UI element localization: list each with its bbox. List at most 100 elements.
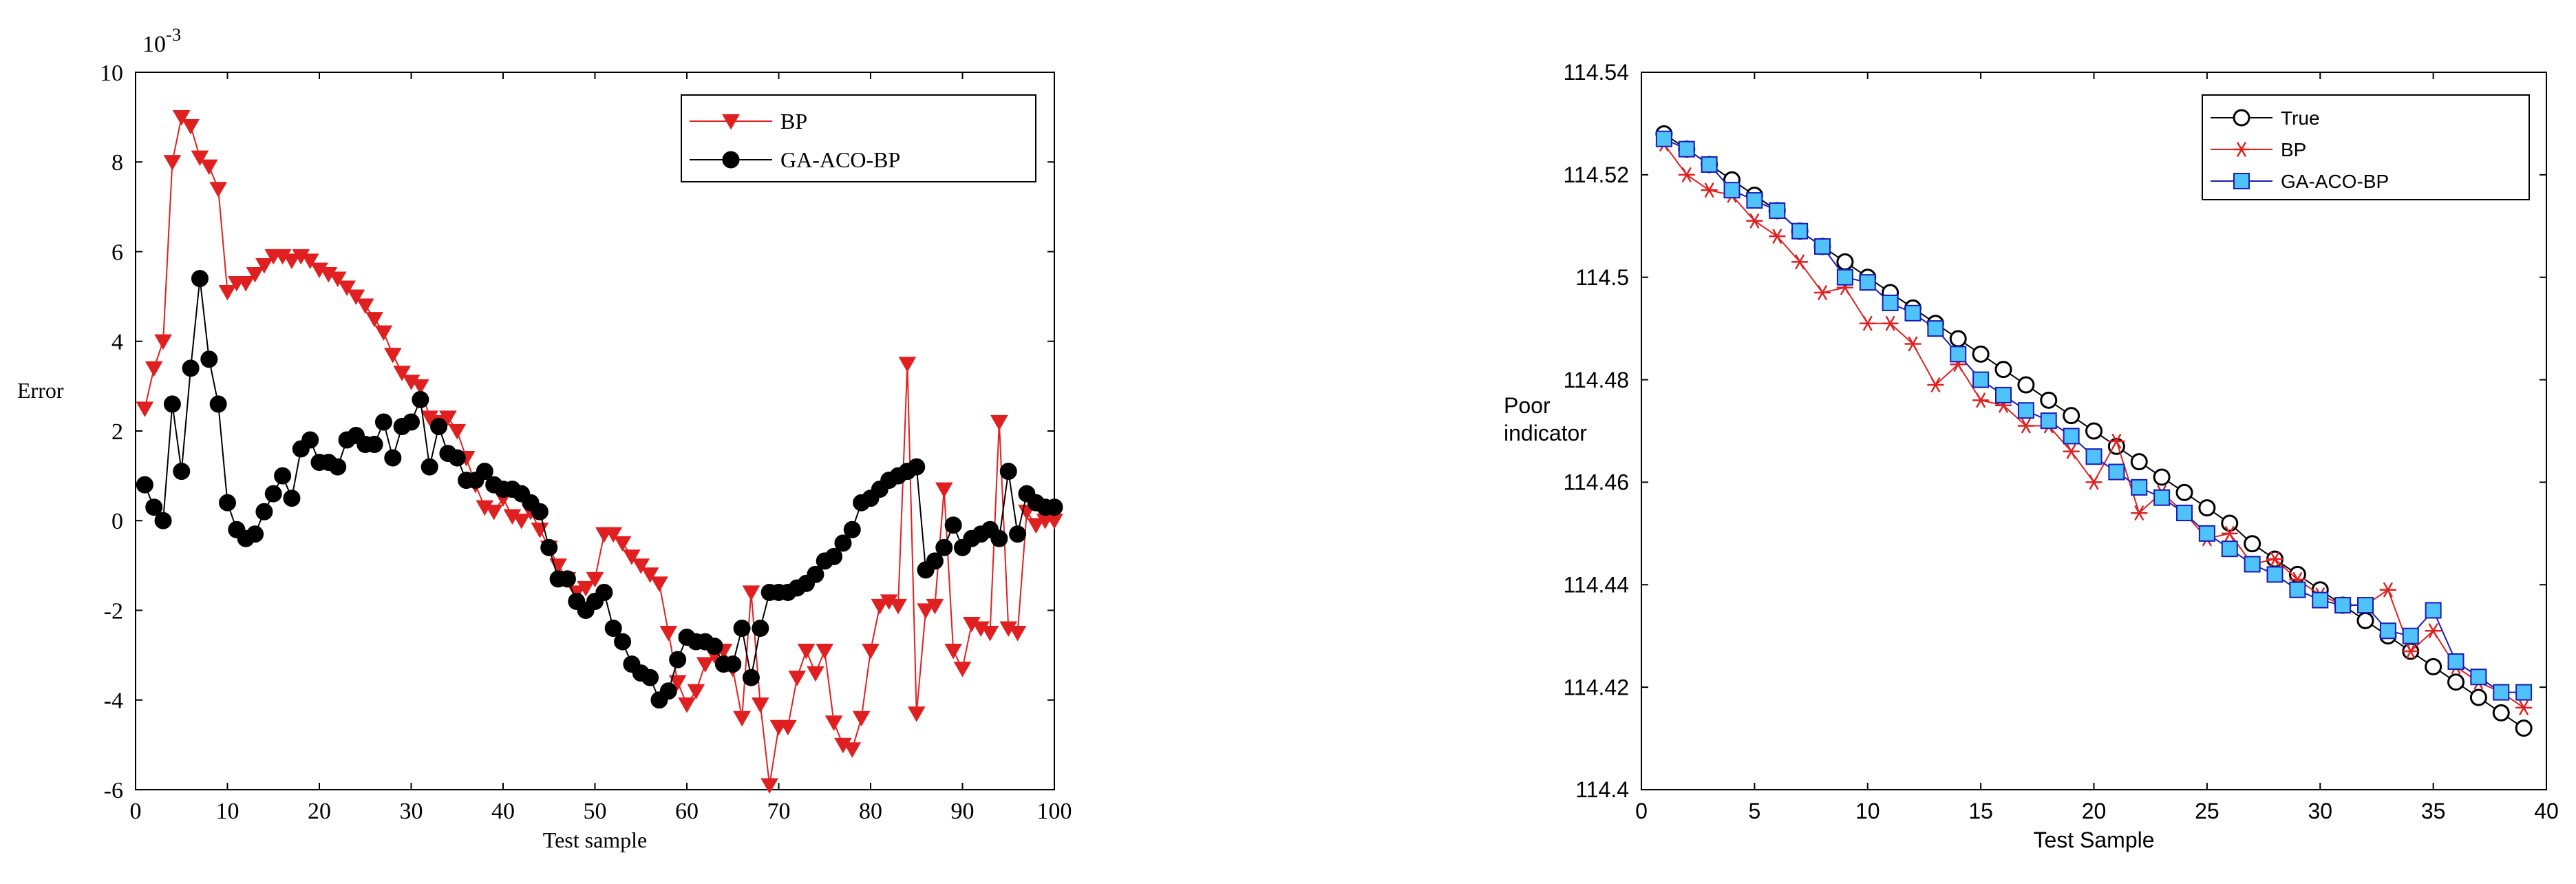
data-point: [917, 603, 935, 619]
data-point: [2469, 688, 2487, 706]
legend-box: [681, 94, 1036, 182]
data-point: [797, 644, 816, 660]
data-point: [908, 458, 926, 476]
error-chart: 0 10 20 30 40 50 60 70 80 90 100-6-4-2024681010-3T…: [17, 24, 1072, 852]
data-point: [237, 275, 255, 292]
legend-marker: [2233, 109, 2250, 127]
data-point: [421, 458, 438, 476]
data-point: [1927, 320, 1944, 337]
plot-area: [135, 72, 1055, 790]
data-point: [595, 583, 613, 601]
data-point: [650, 576, 668, 592]
data-point: [2176, 505, 2193, 522]
data-point: [154, 334, 172, 350]
x-tick-label: 80: [859, 799, 882, 824]
x-tick-label: 50: [584, 799, 607, 824]
data-point: [2402, 627, 2419, 644]
x-tick-label: 10: [1855, 799, 1880, 823]
data-point: [2131, 505, 2148, 520]
data-point: [623, 549, 641, 565]
y-axis-label-line: indicator: [1504, 421, 1587, 445]
data-point: [2447, 653, 2465, 670]
data-point: [2515, 700, 2533, 715]
data-point: [1949, 330, 1967, 348]
data-point: [172, 110, 191, 126]
data-point: [182, 359, 200, 377]
x-tick-label: 5: [1748, 799, 1760, 823]
data-point: [2107, 437, 2125, 455]
x-axis-label: Test Sample: [2033, 828, 2154, 852]
legend-marker: [2233, 173, 2250, 189]
y-tick-label: 114.52: [1564, 162, 1630, 187]
legend: True BP GA-ACO-BP: [2202, 94, 2530, 200]
data-point: [824, 715, 843, 731]
x-axis-label: Test sample: [543, 828, 648, 852]
x-tick-label: 40: [491, 799, 515, 824]
data-point: [1994, 361, 2012, 379]
data-point: [907, 706, 926, 722]
data-point: [2289, 581, 2306, 598]
poor-indicator-chart: 0 5 10 15 20 25 30 35 40 114.4 114.42 114.44 114.46 1…: [1504, 60, 2559, 852]
x-tick-label: 90: [951, 799, 975, 824]
data-point: [1904, 304, 1922, 322]
data-point: [2221, 540, 2238, 558]
data-point: [1769, 229, 1786, 244]
data-point: [843, 520, 861, 538]
data-point: [403, 413, 420, 431]
data-point: [191, 150, 209, 167]
y-tick-label: 114.5: [1575, 265, 1629, 290]
y-tick-label: 114.44: [1564, 572, 1630, 597]
y-axis-label: Error: [17, 378, 64, 403]
data-point: [255, 503, 273, 520]
data-point: [1927, 377, 1944, 392]
data-point: [733, 620, 751, 638]
data-point: [1701, 182, 1718, 198]
data-point: [2153, 489, 2171, 506]
data-point: [2063, 443, 2080, 459]
data-point: [613, 536, 632, 552]
data-point: [2085, 448, 2103, 465]
data-point: [990, 529, 1008, 547]
data-point: [990, 414, 1008, 431]
data-point: [356, 298, 374, 315]
data-point: [448, 449, 466, 467]
data-point: [1836, 269, 1853, 286]
data-point: [1027, 518, 1045, 534]
data-point: [926, 598, 944, 615]
data-point: [807, 666, 824, 682]
y-tick-label: 6: [111, 240, 123, 265]
data-point: [412, 390, 429, 408]
x-tick-label: 0: [130, 799, 142, 824]
data-point: [2470, 669, 2487, 686]
y-axis-label-line: Poor: [1504, 393, 1551, 418]
data-point: [476, 463, 493, 481]
data-point: [393, 366, 412, 381]
data-point: [1836, 253, 1854, 271]
legend-marker: [2233, 142, 2250, 157]
x-tick-label: 60: [675, 799, 699, 824]
data-point: [209, 182, 228, 198]
data-point: [2425, 657, 2442, 675]
data-point: [2040, 391, 2058, 409]
data-point: [1882, 315, 1899, 331]
y-tick-label: 114.4: [1575, 777, 1629, 802]
data-point: [329, 458, 347, 476]
data-point: [2379, 582, 2397, 598]
data-point: [163, 155, 182, 171]
data-point: [843, 742, 862, 758]
data-point: [411, 379, 429, 395]
data-point: [751, 697, 769, 713]
data-point: [512, 514, 531, 529]
data-point: [2244, 535, 2261, 553]
data-point: [742, 585, 760, 601]
data-point: [733, 711, 751, 727]
data-point: [2108, 463, 2125, 481]
x-tick-label: 0: [1635, 799, 1648, 823]
data-point: [1791, 254, 1809, 270]
data-point: [1972, 392, 1990, 408]
data-point: [1655, 130, 1672, 147]
data-point: [274, 467, 292, 485]
y-tick-label: 8: [111, 150, 123, 176]
data-point: [724, 655, 742, 673]
data-point: [825, 547, 843, 565]
